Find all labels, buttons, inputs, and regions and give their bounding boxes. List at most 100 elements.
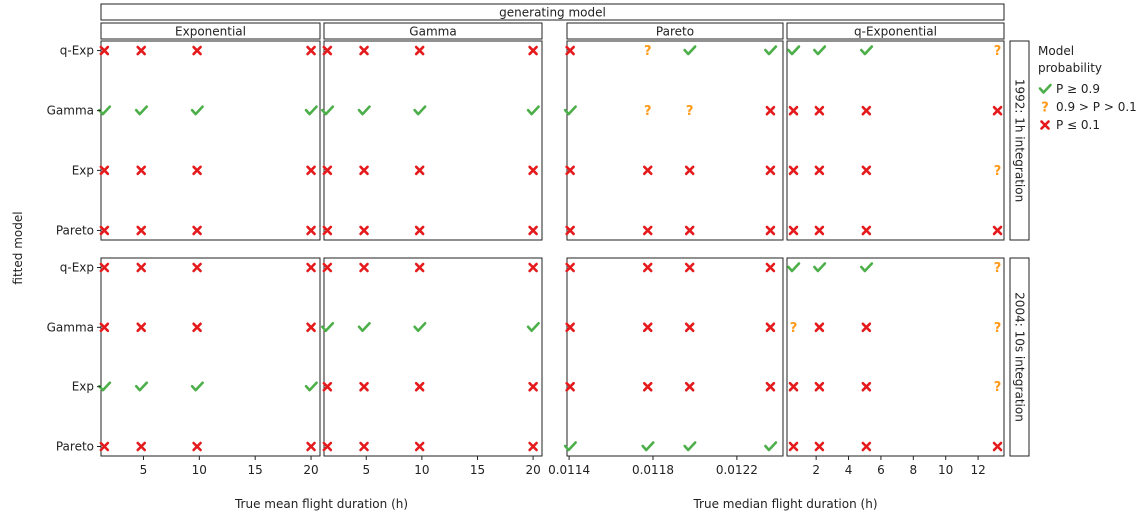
- x-axis-title-mean: True mean flight duration (h): [234, 497, 408, 511]
- x-tick-label: 5: [140, 463, 148, 477]
- column-strip-box: [323, 22, 543, 40]
- panel-frame: [323, 257, 543, 457]
- data-point: [192, 225, 202, 236]
- x-tick-label: 12: [970, 463, 985, 477]
- x-tick-label: 10: [938, 463, 953, 477]
- y-tick-label: Exp: [72, 163, 94, 177]
- data-point: [136, 262, 147, 273]
- top-strip-label: generating model: [499, 6, 606, 20]
- data-point: [787, 262, 801, 273]
- row-strip-label: 2004: 10s integration: [1013, 292, 1027, 422]
- data-point: [642, 225, 653, 236]
- panel: ????: [786, 257, 1005, 457]
- legend-question-icon: ?: [1041, 101, 1049, 116]
- data-point: [359, 262, 369, 273]
- legend-item-label: P ≥ 0.9: [1056, 82, 1100, 96]
- legend-item-label: 0.9 > P > 0.1: [1056, 100, 1137, 114]
- data-point: [861, 105, 872, 116]
- data-point: [528, 165, 538, 176]
- data-point: [683, 441, 697, 452]
- data-point: [413, 105, 427, 116]
- data-point: [99, 165, 110, 176]
- data-point: [813, 45, 827, 56]
- data-point: ?: [994, 164, 1002, 179]
- panel-frame: [566, 257, 784, 457]
- data-point: [788, 105, 799, 116]
- data-point: ?: [644, 44, 652, 59]
- data-point: [322, 381, 333, 392]
- panel-frame: [323, 40, 543, 241]
- data-point: [684, 262, 695, 273]
- data-point: [192, 322, 202, 333]
- data-point: [526, 322, 540, 333]
- data-point: [306, 441, 316, 452]
- data-point: [787, 45, 801, 56]
- legend-cross-icon: [1040, 120, 1050, 130]
- data-point: [359, 381, 369, 392]
- data-point: [99, 45, 110, 56]
- data-point: [322, 45, 333, 56]
- column-strip-box: [786, 22, 1005, 40]
- data-point: [992, 441, 1003, 452]
- data-point: [764, 45, 778, 56]
- data-point: ?: [686, 104, 694, 119]
- panel-frame: [100, 40, 321, 241]
- data-point: [304, 105, 318, 116]
- column-strip-box: [100, 22, 321, 40]
- data-point: [765, 165, 776, 176]
- data-point: [321, 322, 335, 333]
- row-strip-box: [1009, 40, 1030, 241]
- data-point: [136, 225, 147, 236]
- data-point: [526, 105, 540, 116]
- data-point: [190, 105, 204, 116]
- data-point: [684, 165, 695, 176]
- data-point: [306, 262, 316, 273]
- data-point: [814, 381, 825, 392]
- data-point: [528, 381, 538, 392]
- data-point: ?: [644, 104, 652, 119]
- legend-item-label: P ≤ 0.1: [1056, 118, 1100, 132]
- data-point: [765, 105, 776, 116]
- data-point: [99, 225, 110, 236]
- data-point: [765, 262, 776, 273]
- y-tick-label: Pareto: [56, 439, 94, 453]
- data-point: [565, 262, 575, 273]
- data-point: [788, 441, 799, 452]
- y-tick-label: Exp: [72, 380, 94, 394]
- data-point: [414, 225, 425, 236]
- data-point: [306, 225, 316, 236]
- data-point: [814, 105, 825, 116]
- data-point: [860, 45, 874, 56]
- data-point: ?: [790, 321, 798, 336]
- data-point: [134, 105, 149, 116]
- column-strip-label: q-Exponential: [854, 25, 937, 39]
- data-point: [413, 322, 427, 333]
- row-strip-label: 1992: 1h integration: [1013, 79, 1027, 202]
- data-point: ?: [994, 321, 1002, 336]
- data-point: [359, 441, 369, 452]
- data-point: [565, 45, 575, 56]
- data-point: [642, 262, 653, 273]
- data-point: [322, 262, 333, 273]
- data-point: [357, 105, 371, 116]
- y-tick-label: Gamma: [47, 104, 94, 118]
- panel: [98, 257, 321, 457]
- data-point: [99, 441, 110, 452]
- data-point: [414, 262, 425, 273]
- data-point: [528, 45, 538, 56]
- data-point: [192, 45, 202, 56]
- data-point: [861, 381, 872, 392]
- data-point: [641, 441, 655, 452]
- panel: [321, 257, 543, 457]
- panel-frame: [786, 40, 1005, 241]
- data-point: ?: [994, 44, 1002, 59]
- column-strip-box: [566, 22, 784, 40]
- x-tick-label: 0.0118: [632, 463, 674, 477]
- column-strip-label: Gamma: [409, 25, 456, 39]
- data-point: [359, 45, 369, 56]
- data-point: [357, 322, 371, 333]
- data-point: [765, 381, 776, 392]
- data-point: [99, 322, 110, 333]
- data-point: [861, 165, 872, 176]
